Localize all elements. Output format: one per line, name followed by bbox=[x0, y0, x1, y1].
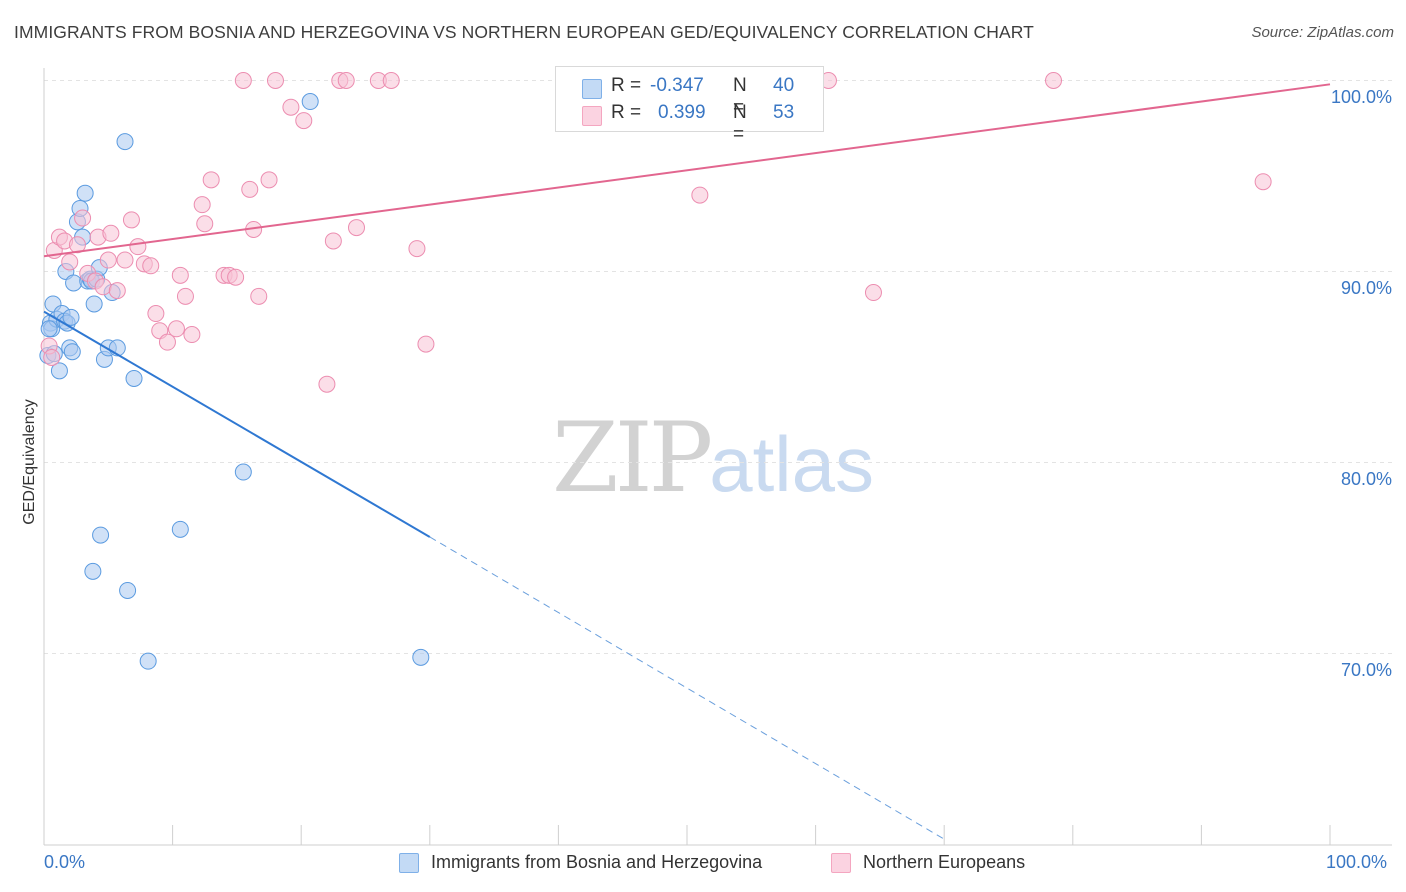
n-label: N = bbox=[733, 75, 747, 118]
watermark-atlas: atlas bbox=[709, 420, 874, 508]
northern-point-40 bbox=[295, 112, 313, 130]
northern-point-44 bbox=[337, 72, 355, 89]
northern-point-41 bbox=[318, 375, 336, 393]
bosnia-point-31 bbox=[116, 133, 134, 151]
bosnia-point-33 bbox=[125, 369, 143, 387]
legend-swatch-bosnia bbox=[399, 852, 419, 873]
legend-swatch-bosnia bbox=[582, 79, 602, 99]
northern-point-49 bbox=[417, 335, 435, 353]
y-tick-label-100: 100.0% bbox=[1330, 87, 1392, 107]
northern-point-36 bbox=[250, 287, 268, 305]
northern-point-17 bbox=[129, 238, 147, 256]
bosnia-point-13 bbox=[63, 343, 81, 361]
legend-label-northern: Northern Europeans bbox=[863, 852, 1026, 872]
northern-point-11 bbox=[94, 278, 112, 296]
chart-title: IMMIGRANTS FROM BOSNIA AND HERZEGOVINA V… bbox=[14, 22, 1034, 42]
bosnia-point-35 bbox=[171, 520, 189, 538]
northern-point-54 bbox=[1254, 173, 1272, 191]
y-tick-label-70: 70.0% bbox=[1340, 660, 1392, 680]
legend-item-bosnia[interactable]: Immigrants from Bosnia and Herzegovina bbox=[399, 852, 762, 873]
northern-trend-line bbox=[43, 83, 1331, 258]
northern-point-24 bbox=[171, 266, 189, 284]
y-tick-label-80: 80.0% bbox=[1340, 469, 1392, 489]
bosnia-point-26 bbox=[92, 526, 110, 544]
r-label: R = bbox=[611, 75, 642, 96]
correlation-legend: R = -0.347 N = 40 R = 0.399 N = 53 bbox=[555, 66, 824, 145]
northern-point-16 bbox=[122, 211, 140, 229]
bosnia-point-22 bbox=[84, 562, 102, 580]
bosnia-trend-extension bbox=[429, 536, 948, 842]
northern-point-37 bbox=[260, 171, 278, 189]
r-value: 0.399 bbox=[658, 102, 706, 123]
northern-point-25 bbox=[176, 287, 194, 305]
northern-point-1 bbox=[43, 348, 61, 366]
northern-point-13 bbox=[102, 224, 120, 242]
x-tick-label-min: 0.0% bbox=[44, 852, 86, 872]
northern-point-32 bbox=[227, 268, 245, 286]
source-credit: Source: ZipAtlas.com bbox=[1251, 24, 1394, 41]
northern-point-23 bbox=[167, 320, 185, 338]
northern-point-19 bbox=[142, 257, 160, 275]
bosnia-point-32 bbox=[119, 581, 137, 599]
bosnia-point-38 bbox=[412, 648, 430, 666]
legend-label-bosnia: Immigrants from Bosnia and Herzegovina bbox=[431, 852, 763, 872]
n-label: N = bbox=[733, 102, 747, 145]
northern-point-47 bbox=[382, 72, 400, 89]
n-value: 53 bbox=[773, 102, 795, 123]
northern-point-53 bbox=[1045, 72, 1063, 89]
northern-point-42 bbox=[324, 232, 342, 250]
bosnia-point-6 bbox=[50, 362, 68, 380]
northern-point-26 bbox=[183, 326, 201, 344]
bosnia-point-14 bbox=[65, 274, 83, 292]
northern-point-38 bbox=[266, 72, 284, 89]
legend-swatch-northern bbox=[582, 106, 602, 126]
northern-point-6 bbox=[68, 236, 86, 254]
northern-point-14 bbox=[108, 282, 126, 300]
northern-point-5 bbox=[61, 253, 79, 271]
bosnia-point-23 bbox=[85, 295, 103, 313]
bosnia-point-34 bbox=[139, 652, 157, 670]
r-label: R = bbox=[611, 102, 642, 123]
x-tick-label-max: 100.0% bbox=[1326, 852, 1388, 872]
n-value: 40 bbox=[773, 75, 795, 96]
northern-point-29 bbox=[202, 171, 220, 189]
northern-point-28 bbox=[196, 215, 214, 233]
legend-item-northern[interactable]: Northern Europeans bbox=[831, 852, 1025, 873]
northern-point-45 bbox=[347, 219, 365, 237]
northern-point-33 bbox=[234, 72, 252, 89]
northern-point-27 bbox=[193, 196, 211, 214]
northern-point-52 bbox=[864, 284, 882, 302]
bosnia-point-37 bbox=[301, 93, 319, 111]
bosnia-trend-line bbox=[43, 310, 431, 538]
northern-point-15 bbox=[116, 251, 134, 269]
r-value: -0.347 bbox=[650, 75, 704, 96]
bosnia-point-39 bbox=[40, 320, 58, 338]
northern-point-39 bbox=[282, 98, 300, 116]
northern-point-12 bbox=[99, 251, 117, 269]
bosnia-point-36 bbox=[234, 463, 252, 481]
northern-point-20 bbox=[147, 305, 165, 323]
northern-point-50 bbox=[691, 186, 709, 204]
y-tick-label-90: 90.0% bbox=[1340, 278, 1392, 298]
legend-swatch-northern bbox=[831, 852, 851, 873]
bosnia-point-12 bbox=[62, 308, 80, 326]
northern-point-34 bbox=[241, 180, 259, 198]
northern-point-48 bbox=[408, 240, 426, 258]
bosnia-point-18 bbox=[76, 184, 94, 202]
watermark-zip: ZIP bbox=[552, 402, 713, 514]
northern-point-22 bbox=[158, 333, 176, 351]
series-legend: Immigrants from Bosnia and Herzegovina N… bbox=[0, 852, 1406, 878]
watermark: ZIPatlas bbox=[552, 402, 874, 514]
northern-point-7 bbox=[74, 209, 92, 227]
